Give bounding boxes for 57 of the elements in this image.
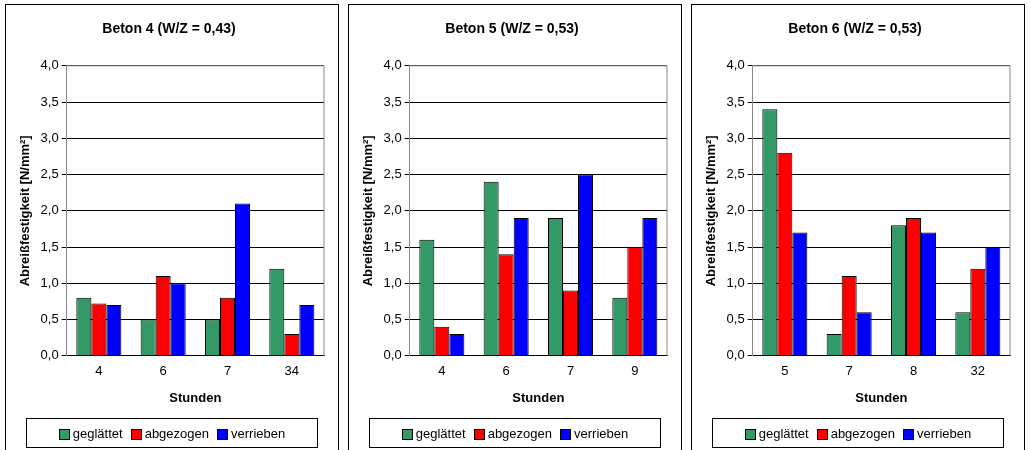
chart-title: Beton 4 (W/Z = 0,43) — [102, 20, 236, 37]
y-tick-label: 3,5 — [40, 93, 59, 109]
y-tick-label: 2,5 — [383, 166, 402, 182]
x-axis-title: Stunden — [855, 389, 908, 405]
y-tick-label: 3,0 — [40, 129, 59, 145]
y-tick-label: 3,0 — [383, 129, 402, 145]
chart-title: Beton 6 (W/Z = 0,53) — [788, 20, 922, 37]
y-axis-title: Abreißfestigkeit [N/mm²] — [17, 135, 33, 287]
x-axis-title: Stunden — [169, 389, 222, 405]
y-axis-title: Abreißfestigkeit [N/mm²] — [703, 135, 719, 287]
y-tick-label: 0,0 — [40, 347, 59, 363]
x-tick-label: 7 — [223, 363, 232, 379]
legend-label: geglättet — [414, 425, 466, 441]
y-tick-label: 2,0 — [726, 202, 745, 218]
x-tick-label: 6 — [159, 363, 167, 379]
x-tick-label: 4 — [95, 363, 103, 379]
y-tick-label: 1,5 — [726, 238, 745, 254]
legend-label: abgezogen — [486, 425, 552, 441]
x-tick-label: 9 — [631, 363, 639, 379]
y-tick-label: 3,5 — [383, 93, 402, 109]
y-tick-label: 4,0 — [726, 57, 745, 73]
legend-label: abgezogen — [143, 425, 209, 441]
y-tick-label: 1,5 — [40, 238, 59, 254]
y-tick-label: 1,5 — [383, 238, 402, 254]
legend-label: geglättet — [757, 425, 809, 441]
y-tick-label: 0,5 — [383, 311, 402, 327]
y-tick-label: 0,5 — [726, 311, 745, 327]
x-tick-label: 5 — [781, 363, 789, 379]
y-tick-label: 2,5 — [726, 166, 745, 182]
x-tick-label: 7 — [845, 363, 853, 379]
y-tick-label: 1,0 — [40, 274, 59, 290]
x-tick-label: 32 — [970, 363, 986, 379]
x-tick-label: 4 — [438, 363, 446, 379]
y-tick-label: 3,0 — [726, 129, 745, 145]
y-tick-label: 0,5 — [40, 311, 59, 327]
y-tick-label: 1,0 — [726, 274, 745, 290]
legend-label: verrieben — [230, 425, 286, 441]
x-axis-title: Stunden — [512, 389, 565, 405]
y-tick-label: 2,0 — [40, 202, 59, 218]
legend-label: verrieben — [916, 425, 972, 441]
y-tick-label: 0,0 — [726, 347, 745, 363]
y-tick-label: 4,0 — [40, 57, 59, 73]
y-tick-label: 1,0 — [383, 274, 402, 290]
y-tick-label: 3,5 — [726, 93, 745, 109]
x-tick-label: 7 — [566, 363, 575, 379]
y-tick-label: 0,0 — [383, 347, 402, 363]
y-axis-title: Abreißfestigkeit [N/mm²] — [360, 135, 376, 287]
x-tick-label: 6 — [502, 363, 510, 379]
x-tick-label: 8 — [909, 363, 918, 379]
x-tick-label: 34 — [284, 363, 300, 379]
legend-label: geglättet — [71, 425, 123, 441]
legend-label: abgezogen — [829, 425, 895, 441]
y-tick-label: 2,0 — [383, 202, 402, 218]
chart-title: Beton 5 (W/Z = 0,53) — [445, 20, 579, 37]
y-tick-label: 4,0 — [383, 57, 402, 73]
y-tick-label: 2,5 — [40, 166, 59, 182]
legend-label: verrieben — [573, 425, 629, 441]
